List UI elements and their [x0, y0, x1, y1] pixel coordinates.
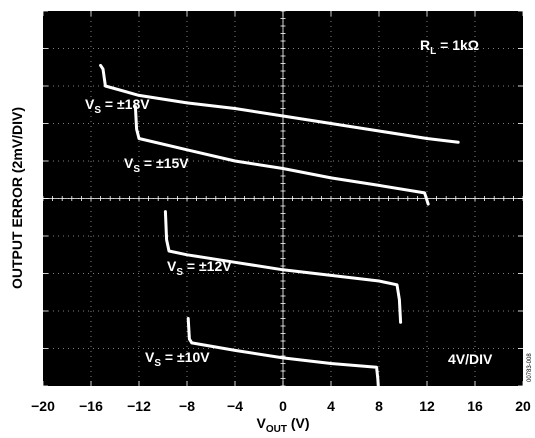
series-layer — [99, 63, 460, 399]
x-tick-label: −20 — [31, 398, 55, 414]
series-label-15v: VS = ±15V — [124, 155, 189, 175]
y-axis-title: OUTPUT ERROR (2mV/DIV) — [9, 107, 25, 289]
x-tick-label: 0 — [279, 398, 287, 414]
x-tick-label: 16 — [467, 398, 483, 414]
x-tick-label: −4 — [227, 398, 243, 414]
series-line-2 — [163, 210, 403, 324]
x-tick-label: −8 — [179, 398, 195, 414]
series-label-10v: VS = ±10V — [145, 349, 210, 369]
x-axis-title: VOUT (V) — [256, 415, 309, 435]
x-tick-label: 8 — [375, 398, 383, 414]
series-label-12v: VS = ±12V — [167, 258, 232, 278]
series-line-0 — [99, 63, 460, 144]
x-tick-label: 4 — [327, 398, 335, 414]
x-tick-label: 20 — [515, 398, 531, 414]
series-label-18v: VS = ±18V — [85, 96, 150, 116]
load-annotation: RL = 1kΩ — [420, 37, 479, 57]
series-line-1 — [133, 105, 430, 206]
x-tick-labels: −20 −16 −12 −8 −4 0 4 8 12 16 20 — [31, 398, 531, 414]
x-tick-label: −16 — [79, 398, 103, 414]
x-tick-label: −12 — [127, 398, 151, 414]
scale-annotation: 4V/DIV — [448, 351, 493, 367]
grid — [42, 10, 524, 387]
series-line-3 — [186, 317, 381, 399]
x-tick-label: 12 — [419, 398, 435, 414]
figure-code: 00783-008 — [527, 353, 533, 382]
